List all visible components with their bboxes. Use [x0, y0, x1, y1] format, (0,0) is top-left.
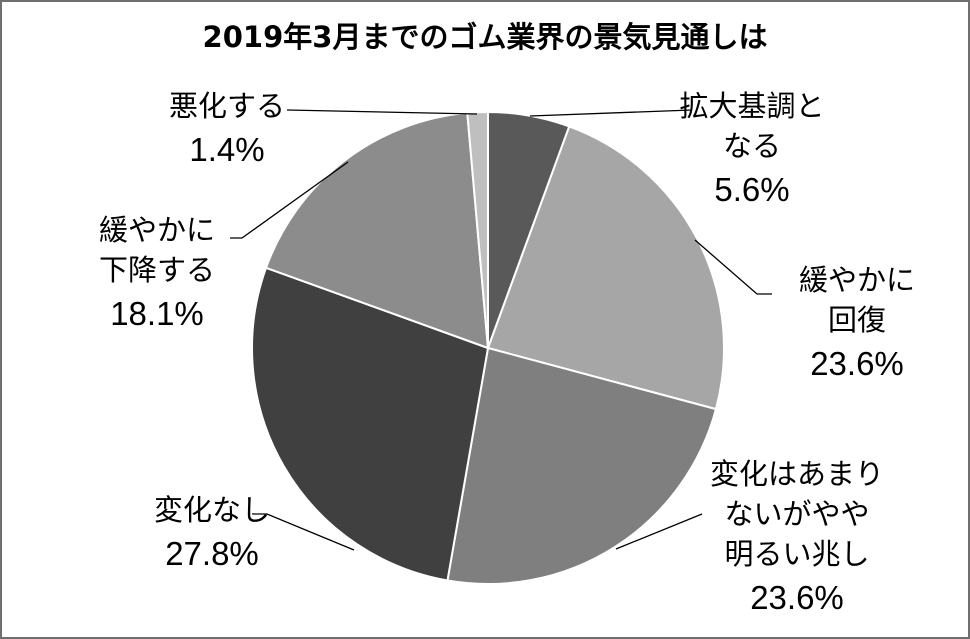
leader-line: [286, 109, 478, 115]
leader-line: [615, 513, 703, 550]
data-label-name: 回復: [827, 303, 886, 337]
data-label-value: 18.1%: [110, 295, 204, 332]
data-label-name: 変化なし: [153, 493, 270, 527]
data-label: 緩やかに下降する 18.1%: [72, 210, 242, 338]
leader-line: [694, 239, 772, 295]
pie-slice: [466, 110, 489, 349]
data-label-name: 緩やかに: [798, 263, 915, 297]
leader-line: [230, 161, 349, 239]
pie-slice: [251, 266, 490, 582]
data-label-value: 27.8%: [165, 535, 259, 572]
pie-slice: [446, 346, 718, 585]
data-label-name: 緩やかに: [98, 213, 215, 247]
data-label: 変化なし 27.8%: [122, 490, 302, 578]
data-label-name: 悪化する: [168, 89, 285, 123]
data-label-value: 23.6%: [810, 345, 904, 382]
chart-title: 2019年3月までのゴム業界の景気見通しは: [202, 20, 768, 54]
data-label: 悪化する 1.4%: [152, 86, 302, 174]
data-label-name: 変化はあまり: [709, 457, 884, 491]
data-label-name: 下降する: [98, 253, 215, 287]
data-label-name: 明るい兆し: [724, 537, 870, 571]
data-label-name: 拡大基調と: [679, 89, 825, 123]
leader-line: [252, 513, 355, 551]
data-label: 緩やかに回復 23.6%: [762, 260, 952, 388]
pie-slice: [486, 125, 725, 411]
data-label: 拡大基調となる 5.6%: [652, 86, 852, 214]
data-label-value: 5.6%: [714, 171, 790, 208]
data-label-value: 23.6%: [750, 579, 844, 616]
pie-slice: [264, 111, 490, 350]
data-label-value: 1.4%: [189, 131, 265, 168]
leader-line: [529, 109, 693, 117]
data-label-name: なる: [722, 129, 781, 163]
data-label: 変化はあまり ないがやや明るい兆し 23.6%: [692, 454, 902, 622]
data-label-name: ないがやや: [724, 497, 870, 531]
